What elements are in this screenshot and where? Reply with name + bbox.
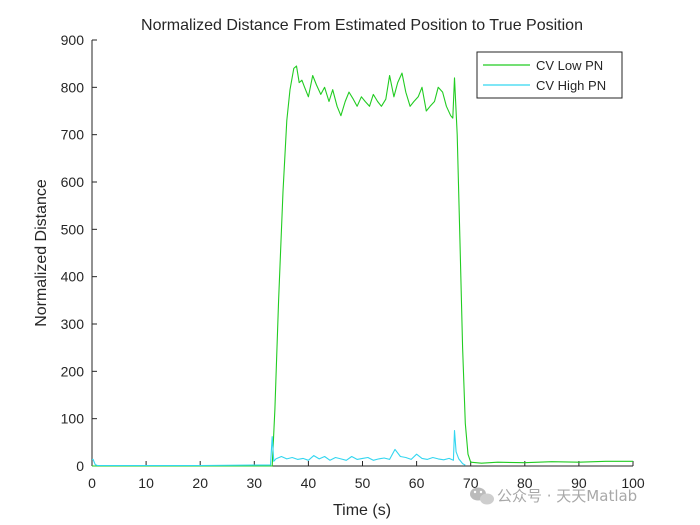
y-tick-label: 300 — [61, 316, 85, 332]
y-tick-label: 700 — [61, 127, 85, 143]
series-lines — [92, 65, 633, 467]
x-tick-label: 0 — [88, 475, 96, 491]
y-axis-label: Normalized Distance — [33, 179, 50, 327]
x-tick-label: 40 — [301, 475, 317, 491]
chart-title: Normalized Distance From Estimated Posit… — [141, 17, 583, 34]
x-axis-ticks: 0 10 20 30 40 50 60 70 80 90 100 — [88, 461, 645, 491]
y-tick-label: 600 — [61, 174, 85, 190]
legend-label-cv-low-pn: CV Low PN — [536, 58, 603, 73]
legend: CV Low PN CV High PN — [476, 51, 623, 99]
watermark-text: 公众号 · 天天Matlab — [497, 487, 637, 505]
x-tick-label: 60 — [409, 475, 425, 491]
y-tick-label: 100 — [61, 411, 85, 427]
x-tick-label: 100 — [621, 475, 645, 491]
y-tick-label: 0 — [76, 458, 84, 474]
x-tick-label: 10 — [138, 475, 154, 491]
watermark: 公众号 · 天天Matlab — [470, 487, 637, 505]
x-tick-label: 90 — [571, 475, 587, 491]
x-tick-label: 50 — [355, 475, 371, 491]
plot-area — [91, 40, 633, 467]
y-tick-label: 500 — [61, 221, 85, 237]
y-tick-label: 400 — [61, 269, 85, 285]
x-tick-label: 80 — [517, 475, 533, 491]
series-line-cv-high-pn — [92, 429, 466, 467]
legend-label-cv-high-pn: CV High PN — [536, 78, 606, 93]
x-tick-label: 70 — [463, 475, 479, 491]
x-axis-label: Time (s) — [333, 502, 391, 519]
y-tick-label: 900 — [61, 32, 85, 48]
y-tick-label: 800 — [61, 79, 85, 95]
x-tick-label: 30 — [247, 475, 263, 491]
x-tick-label: 20 — [192, 475, 208, 491]
series-line-cv-low-pn — [92, 65, 633, 467]
y-tick-label: 200 — [61, 363, 85, 379]
wechat-icon — [470, 487, 494, 505]
y-axis-ticks: 0 100 200 300 400 500 600 700 800 900 — [61, 32, 97, 474]
legend-box — [476, 51, 623, 99]
